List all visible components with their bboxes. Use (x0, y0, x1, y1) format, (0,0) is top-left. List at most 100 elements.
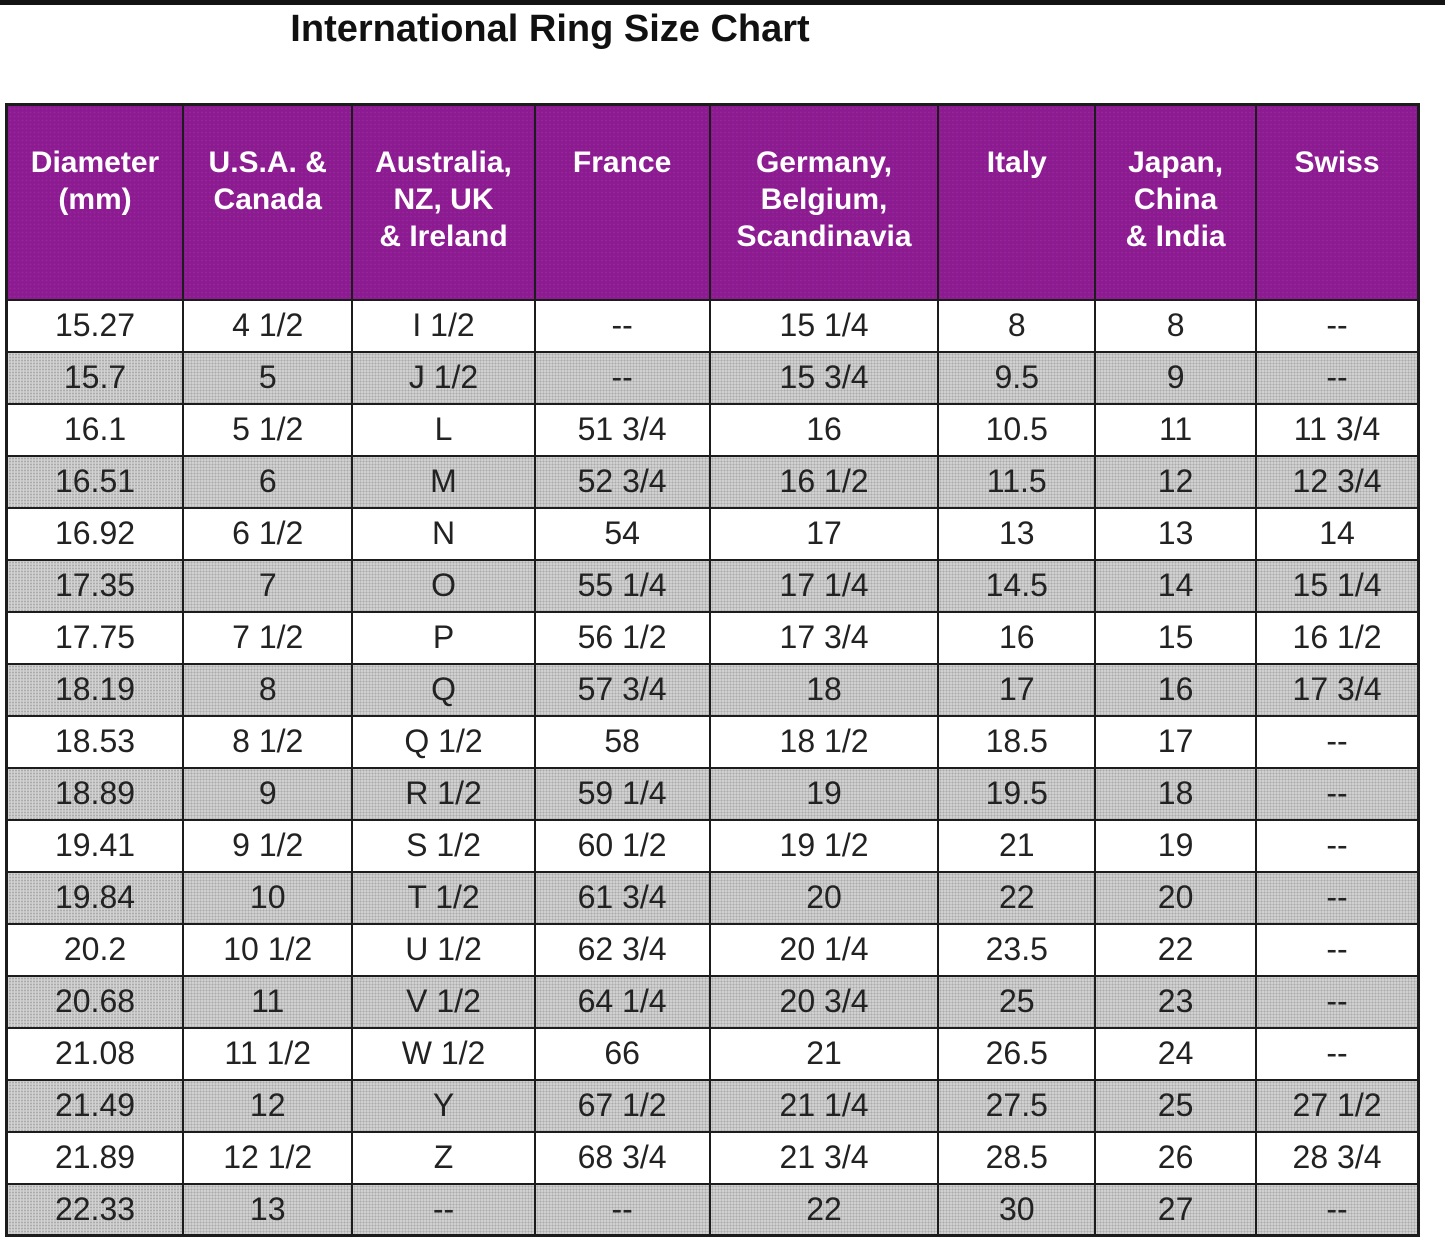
table-cell: 16 1/2 (1255, 610, 1420, 665)
table-cell: 20.2 (5, 922, 184, 977)
column-header-germany-belgium-scandinavia: Germany, Belgium, Scandinavia (708, 103, 940, 301)
table-row: 20.68 11 V 1/2 64 1/4 20 3/4 25 23 -- (5, 974, 1420, 1029)
table-cell: 17 1/4 (708, 558, 940, 613)
table-cell: 21 1/4 (708, 1078, 940, 1133)
table-cell: 67 1/2 (533, 1078, 711, 1133)
table-cell: 20 1/4 (708, 922, 940, 977)
table-cell: 21.49 (5, 1078, 184, 1133)
table-cell: T 1/2 (351, 870, 536, 925)
table-row: 15.27 4 1/2 I 1/2 -- 15 1/4 8 8 -- (5, 298, 1420, 353)
table-cell: 27.5 (937, 1078, 1097, 1133)
table-cell: 10.5 (937, 402, 1097, 457)
table-cell: I 1/2 (351, 298, 536, 353)
table-cell: -- (351, 1182, 536, 1237)
table-cell: 21.08 (5, 1026, 184, 1081)
table-row: 16.92 6 1/2 N 54 17 13 13 14 (5, 506, 1420, 561)
table-row: 20.2 10 1/2 U 1/2 62 3/4 20 1/4 23.5 22 -- (5, 922, 1420, 977)
table-row: 18.89 9 R 1/2 59 1/4 19 19.5 18 -- (5, 766, 1420, 821)
table-cell: 18 1/2 (708, 714, 940, 769)
table-cell: 9.5 (937, 350, 1097, 405)
table-cell: 11 1/2 (181, 1026, 354, 1081)
table-cell: V 1/2 (351, 974, 536, 1029)
column-header-japan-china-india: Japan, China & India (1094, 103, 1258, 301)
column-header-usa-canada: U.S.A. & Canada (181, 103, 354, 301)
table-cell: 11.5 (937, 454, 1097, 509)
table-cell: 16.51 (5, 454, 184, 509)
table-row: 22.33 13 -- -- 22 30 27 -- (5, 1182, 1420, 1237)
column-header-italy: Italy (937, 103, 1097, 301)
table-cell: 20 (708, 870, 940, 925)
table-cell: 11 (1094, 402, 1258, 457)
table-cell: 23.5 (937, 922, 1097, 977)
table-cell: 18.19 (5, 662, 184, 717)
table-cell: 52 3/4 (533, 454, 711, 509)
table-cell: -- (1255, 714, 1420, 769)
table-cell: 12 (1094, 454, 1258, 509)
column-header-swiss: Swiss (1255, 103, 1420, 301)
table-cell: 21.89 (5, 1130, 184, 1185)
table-cell: 56 1/2 (533, 610, 711, 665)
table-cell: 22 (708, 1182, 940, 1237)
table-row: 21.49 12 Y 67 1/2 21 1/4 27.5 25 27 1/2 (5, 1078, 1420, 1133)
table-cell: 18.89 (5, 766, 184, 821)
table-cell: 9 1/2 (181, 818, 354, 873)
table-cell: -- (533, 350, 711, 405)
table-cell: 15.27 (5, 298, 184, 353)
table-cell: 51 3/4 (533, 402, 711, 457)
table-cell: 28 3/4 (1255, 1130, 1420, 1185)
table-cell: 17 3/4 (708, 610, 940, 665)
table-cell: 6 1/2 (181, 506, 354, 561)
table-row: 19.84 10 T 1/2 61 3/4 20 22 20 -- (5, 870, 1420, 925)
table-cell: 14 (1255, 506, 1420, 561)
table-cell: 27 1/2 (1255, 1078, 1420, 1133)
table-cell: 14.5 (937, 558, 1097, 613)
table-cell: P (351, 610, 536, 665)
table-cell: S 1/2 (351, 818, 536, 873)
table-cell: 60 1/2 (533, 818, 711, 873)
table-cell: -- (1255, 922, 1420, 977)
table-cell: 17 (708, 506, 940, 561)
table-cell: 10 (181, 870, 354, 925)
table-cell: Y (351, 1078, 536, 1133)
table-cell: Z (351, 1130, 536, 1185)
column-header-diameter-mm: Diameter (mm) (5, 103, 184, 301)
table-cell: 64 1/4 (533, 974, 711, 1029)
table-cell: 25 (937, 974, 1097, 1029)
table-cell: 9 (1094, 350, 1258, 405)
table-cell: J 1/2 (351, 350, 536, 405)
table-row: 21.08 11 1/2 W 1/2 66 21 26.5 24 -- (5, 1026, 1420, 1081)
table-cell: W 1/2 (351, 1026, 536, 1081)
table-row: 21.89 12 1/2 Z 68 3/4 21 3/4 28.5 26 28 3/4 (5, 1130, 1420, 1185)
table-body: 15.27 4 1/2 I 1/2 -- 15 1/4 8 8 -- 15.7 5 J 1/2 -- 1… (5, 298, 1420, 1237)
table-cell: 18 (1094, 766, 1258, 821)
table-cell: 30 (937, 1182, 1097, 1237)
table-cell: 20 (1094, 870, 1258, 925)
table-cell: 13 (937, 506, 1097, 561)
table-cell: 62 3/4 (533, 922, 711, 977)
table-cell: 22 (937, 870, 1097, 925)
table-cell: 17 (1094, 714, 1258, 769)
table-row: 17.35 7 O 55 1/4 17 1/4 14.5 14 15 1/4 (5, 558, 1420, 613)
table-cell: 26.5 (937, 1026, 1097, 1081)
table-cell: 10 1/2 (181, 922, 354, 977)
table-cell: 7 1/2 (181, 610, 354, 665)
table-cell: -- (1255, 350, 1420, 405)
table-cell: 15 (1094, 610, 1258, 665)
table-cell: 55 1/4 (533, 558, 711, 613)
table-cell: 12 (181, 1078, 354, 1133)
table-cell: 19.5 (937, 766, 1097, 821)
table-header-row: Diameter (mm) U.S.A. & Canada Australia,… (5, 103, 1420, 301)
table-cell: 59 1/4 (533, 766, 711, 821)
column-header-australia-nz-uk-ireland: Australia, NZ, UK & Ireland (351, 103, 536, 301)
table-cell: 15 1/4 (708, 298, 940, 353)
table-cell: U 1/2 (351, 922, 536, 977)
column-header-france: France (533, 103, 711, 301)
table-cell: -- (533, 298, 711, 353)
table-cell: 11 3/4 (1255, 402, 1420, 457)
table-cell: 19 1/2 (708, 818, 940, 873)
page-title: International Ring Size Chart (290, 8, 810, 50)
table-cell: 15 1/4 (1255, 558, 1420, 613)
table-cell: 57 3/4 (533, 662, 711, 717)
table-cell: 20.68 (5, 974, 184, 1029)
table-cell: 21 (937, 818, 1097, 873)
